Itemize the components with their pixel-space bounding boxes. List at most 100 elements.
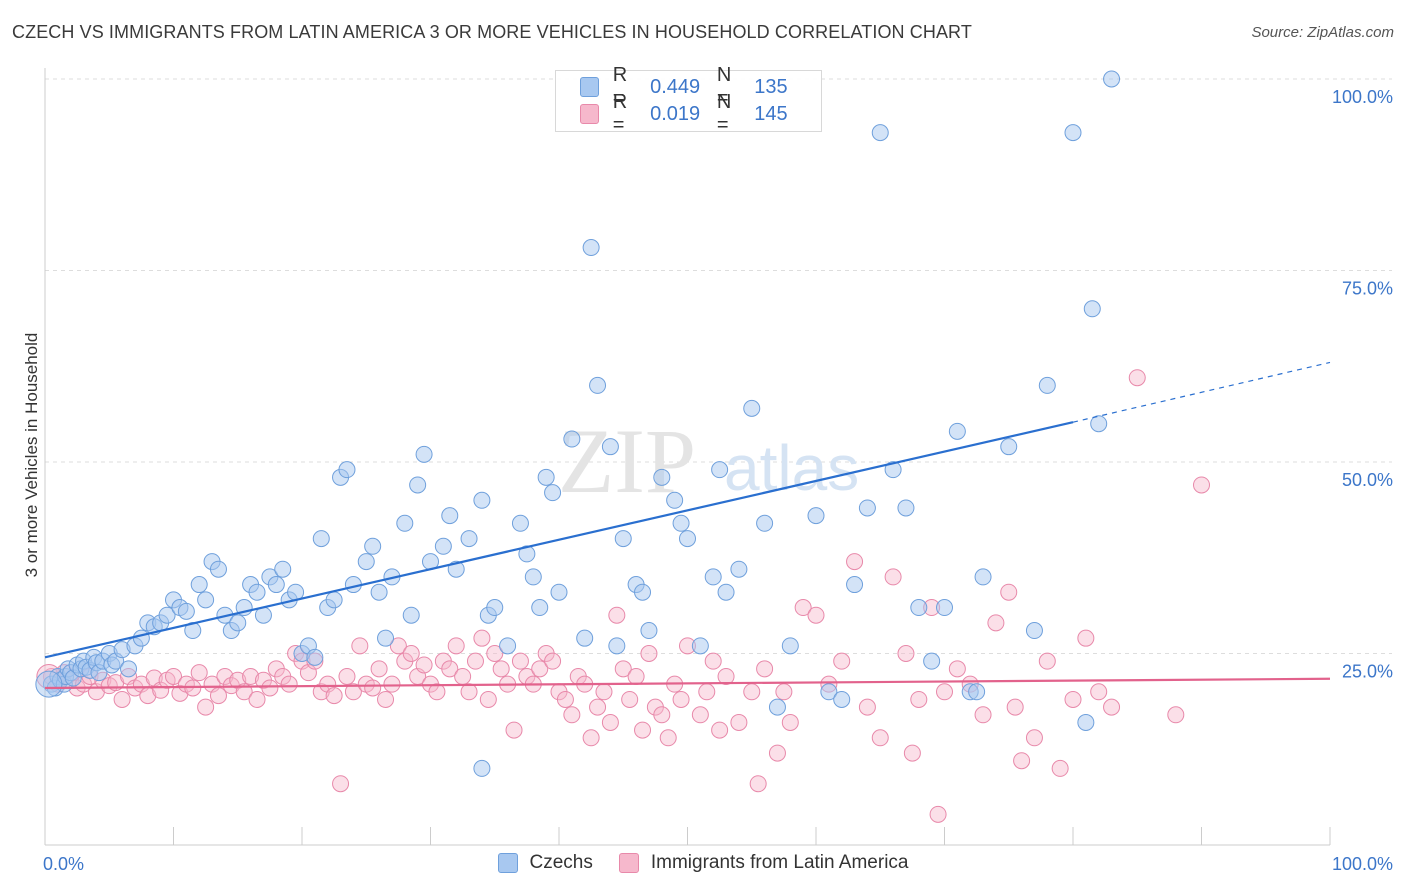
- latin-point: [640, 645, 658, 662]
- czech-point: [948, 422, 966, 440]
- latin-point: [338, 667, 356, 685]
- czech-point: [325, 591, 343, 609]
- latin-point: [601, 713, 619, 731]
- czech-point: [35, 670, 63, 698]
- czech-point: [1103, 70, 1121, 88]
- czech-point: [531, 599, 549, 617]
- czech-point: [473, 759, 491, 777]
- czech-point: [1064, 124, 1082, 142]
- watermark: ZIP atlas: [558, 410, 859, 512]
- latin-point: [402, 645, 420, 662]
- y-tick-label: 25.0%: [1342, 662, 1393, 682]
- latin-point: [377, 690, 395, 708]
- legend-item-latin[interactable]: Immigrants from Latin America: [618, 852, 909, 874]
- czech-point: [608, 637, 626, 655]
- latin-point: [544, 652, 562, 670]
- series-legend: Czechs Immigrants from Latin America: [0, 852, 1406, 874]
- latin-point: [505, 721, 523, 739]
- legend-item-czechs[interactable]: Czechs: [497, 852, 593, 874]
- czech-point: [1090, 415, 1108, 433]
- czech-point: [524, 568, 542, 586]
- latin-point: [364, 679, 382, 697]
- latin-point: [653, 706, 671, 724]
- czech-point: [434, 537, 452, 555]
- czech-point: [377, 629, 395, 647]
- czech-point: [312, 530, 330, 548]
- legend-czechs-label: Czechs: [529, 852, 593, 873]
- correlation-legend: R = 0.449 N = 135 R = 0.019 N = 145: [555, 64, 822, 136]
- latin-point: [1103, 698, 1121, 716]
- latin-point: [743, 683, 761, 701]
- latin-point: [672, 690, 690, 708]
- gridlines: [45, 78, 1392, 654]
- czech-point: [402, 606, 420, 624]
- legend-row-latin: R = 0.019 N = 145: [580, 91, 821, 136]
- latin-point: [479, 690, 497, 708]
- latin-point: [974, 706, 992, 724]
- czech-point: [158, 606, 176, 624]
- latin-point: [1025, 729, 1043, 747]
- czech-point: [544, 484, 562, 502]
- czech-point: [923, 652, 941, 670]
- czech-point: [409, 476, 427, 494]
- latin-point: [441, 660, 459, 678]
- latin-point: [691, 706, 709, 724]
- czech-point: [897, 499, 915, 517]
- latin-point: [428, 683, 446, 701]
- czech-point: [653, 468, 671, 486]
- latin-point: [987, 614, 1005, 632]
- latin-point: [756, 660, 774, 678]
- latin-point: [486, 645, 504, 662]
- latin-point: [473, 629, 491, 647]
- y-tick-label: 75.0%: [1342, 279, 1393, 299]
- czech-trend-line: [44, 421, 1074, 659]
- czech-point: [338, 461, 356, 479]
- legend-latin-label: Immigrants from Latin America: [650, 852, 909, 873]
- latin-point: [614, 660, 632, 678]
- latin-point: [511, 652, 529, 670]
- latin-point: [171, 684, 189, 702]
- latin-swatch: [580, 104, 599, 124]
- latin-point: [190, 664, 208, 682]
- chart-title: CZECH VS IMMIGRANTS FROM LATIN AMERICA 3…: [12, 22, 972, 42]
- czech-point: [364, 537, 382, 555]
- latin-point: [711, 721, 729, 739]
- czech-swatch: [497, 853, 518, 873]
- czech-point: [132, 629, 150, 647]
- latin-point: [1038, 652, 1056, 670]
- source-label: Source: ZipAtlas.com: [1251, 24, 1394, 41]
- czech-point: [666, 491, 684, 509]
- czech-point: [672, 514, 690, 532]
- czech-point: [614, 530, 632, 548]
- latin-point: [634, 721, 652, 739]
- latin-point: [1064, 690, 1082, 708]
- latin-point: [466, 652, 484, 670]
- czech-point: [396, 514, 414, 532]
- czech-point: [884, 461, 902, 479]
- n-label: N =: [716, 91, 732, 136]
- latin-point: [781, 713, 799, 731]
- latin-point: [389, 637, 407, 655]
- czech-point: [499, 637, 517, 655]
- czech-point: [441, 507, 459, 525]
- czech-point: [858, 499, 876, 517]
- latin-point: [1128, 369, 1146, 387]
- latin-swatch: [618, 853, 639, 873]
- latin-point: [1006, 698, 1024, 716]
- czech-point: [691, 637, 709, 655]
- latin-point: [871, 729, 889, 747]
- czech-n-value: 135: [754, 75, 788, 98]
- czech-point: [717, 583, 735, 601]
- tick-labels: 25.0% 50.0% 75.0% 100.0% 0.0% 100.0%: [43, 87, 1393, 874]
- czech-point: [1077, 713, 1095, 731]
- r-label: R =: [612, 64, 628, 109]
- latin-point: [280, 675, 298, 693]
- watermark-atlas: atlas: [724, 432, 859, 504]
- y-tick-label: 50.0%: [1342, 470, 1393, 490]
- czech-point: [209, 560, 227, 578]
- czech-point: [190, 576, 208, 594]
- czech-point: [601, 438, 619, 456]
- czech-point: [550, 583, 568, 601]
- czech-point: [968, 683, 986, 701]
- latin-point: [884, 568, 902, 586]
